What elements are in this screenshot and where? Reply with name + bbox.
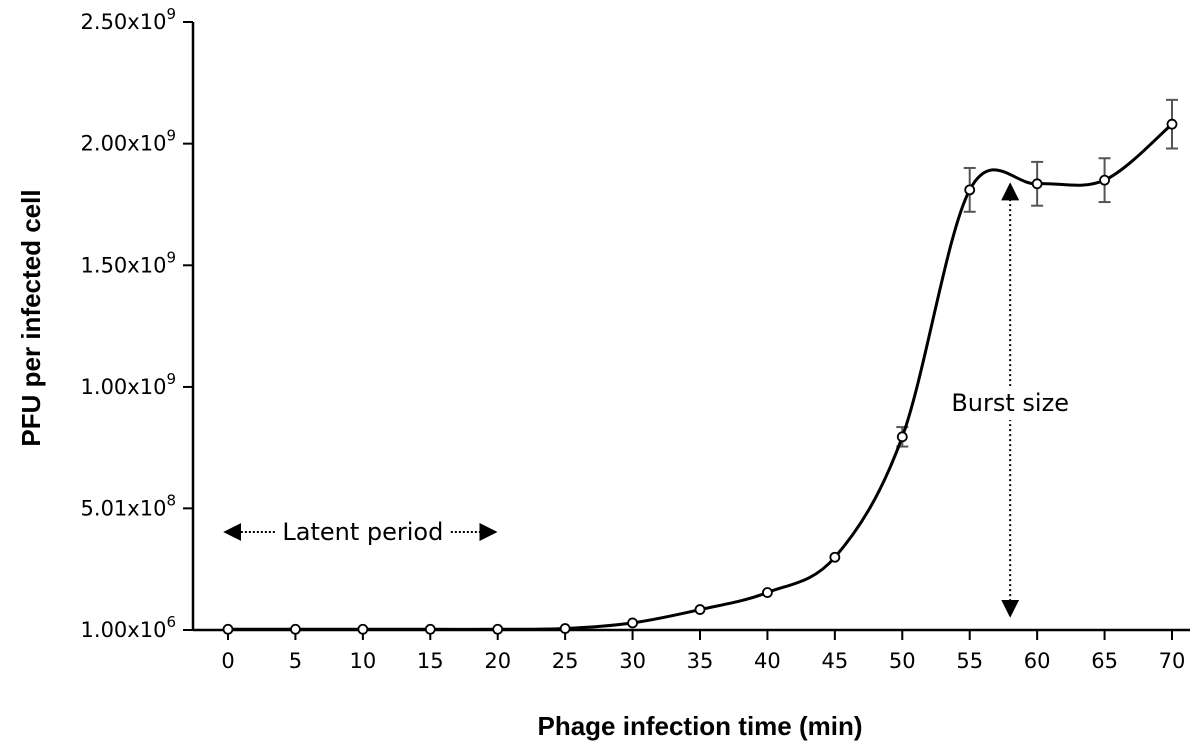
x-tick-label: 25 xyxy=(552,649,579,673)
y-axis-title: PFU per infected cell xyxy=(16,189,46,446)
data-point xyxy=(964,184,976,196)
x-tick-label: 35 xyxy=(687,649,714,673)
y-axis-ticks: 1.00x106 5.01x108 1.00x109 1.50x109 2.00x109… xyxy=(81,5,193,642)
x-axis-ticks: 0 5 10 15 20 25 30 35 40 45 50 55 60 65 70 xyxy=(221,630,1185,673)
data-point xyxy=(627,617,638,629)
y-tick-label: 1.00x106 xyxy=(81,613,176,642)
series-line xyxy=(228,123,1173,631)
burst-size-label: Burst size xyxy=(951,389,1069,417)
data-point xyxy=(1031,178,1043,190)
data-point xyxy=(1166,118,1178,130)
data-point xyxy=(1099,174,1110,186)
x-tick-label: 50 xyxy=(889,649,916,673)
y-tick-label: 5.01x108 xyxy=(81,491,176,520)
data-point xyxy=(357,623,369,635)
y-tick-label: 1.00x109 xyxy=(81,370,176,399)
x-tick-label: 60 xyxy=(1024,649,1051,673)
data-point xyxy=(424,623,436,635)
x-tick-label: 10 xyxy=(349,649,376,673)
latent-period-label: Latent period xyxy=(282,518,443,546)
y-tick-label: 1.50x109 xyxy=(81,248,176,277)
data-point xyxy=(694,604,706,615)
data-point xyxy=(829,551,841,563)
data-point xyxy=(896,431,908,443)
data-point xyxy=(492,623,504,635)
x-tick-label: 70 xyxy=(1159,649,1186,673)
x-tick-label: 0 xyxy=(221,649,234,673)
y-tick-label: 2.50x109 xyxy=(81,5,176,34)
data-point xyxy=(222,623,234,635)
data-point xyxy=(290,623,301,635)
data-point xyxy=(559,623,571,634)
x-tick-label: 65 xyxy=(1091,649,1118,673)
x-tick-label: 45 xyxy=(821,649,848,673)
x-tick-label: 30 xyxy=(619,649,646,673)
latent-period-annotation: Latent period xyxy=(223,518,498,546)
x-tick-label: 5 xyxy=(289,649,302,673)
x-tick-label: 20 xyxy=(484,649,511,673)
x-axis-title: Phage infection time (min) xyxy=(537,711,862,741)
y-tick-label: 2.00x109 xyxy=(81,127,176,156)
data-point xyxy=(762,587,773,598)
x-tick-label: 55 xyxy=(956,649,983,673)
burst-size-annotation: Burst size xyxy=(945,182,1076,618)
burst-size-label-background xyxy=(945,386,1076,420)
data-points xyxy=(222,118,1178,635)
x-tick-label: 15 xyxy=(417,649,444,673)
x-tick-label: 40 xyxy=(754,649,781,673)
